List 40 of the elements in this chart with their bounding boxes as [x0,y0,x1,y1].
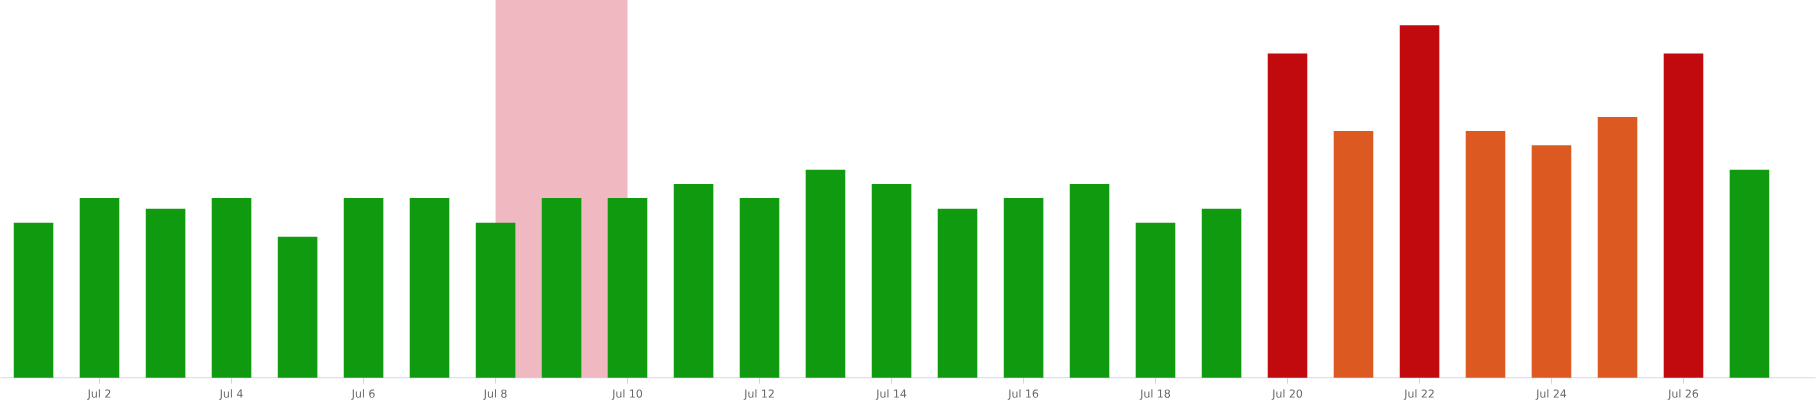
bar [13,222,54,378]
x-tick-label: Jul 4 [219,389,243,400]
x-tick-label: Jul 16 [1007,389,1039,400]
bar [541,198,582,378]
bar [1663,53,1704,378]
bar [1465,131,1506,378]
x-tick-label: Jul 22 [1403,389,1434,400]
bar [1333,131,1374,378]
bar [739,198,780,378]
x-tick-label: Jul 26 [1667,389,1699,400]
x-tick-label: Jul 12 [743,389,774,400]
x-tick-label: Jul 10 [611,389,643,400]
x-tick-label: Jul 6 [351,389,375,400]
bar [1399,25,1440,378]
bar [79,198,120,378]
bar [343,198,384,378]
x-tick-label: Jul 18 [1139,389,1171,400]
bar [475,222,516,378]
x-tick-label: Jul 14 [875,389,907,400]
bar [871,183,912,378]
bar [1597,116,1638,378]
bar [409,198,450,378]
bar [805,169,846,378]
bar [1135,222,1176,378]
bar [1003,198,1044,378]
x-tick-label: Jul 2 [87,389,111,400]
bar [1729,169,1770,378]
bar [673,183,714,378]
bar [1069,183,1110,378]
x-tick-label: Jul 24 [1535,389,1567,400]
x-tick-label: Jul 8 [483,389,507,400]
bar [1267,53,1308,378]
bar [145,208,186,378]
bar [937,208,978,378]
x-tick-label: Jul 20 [1271,389,1303,400]
bar [607,198,648,378]
bar [211,198,252,378]
bar [277,236,318,378]
bar [1201,208,1242,378]
bar [1531,145,1572,378]
